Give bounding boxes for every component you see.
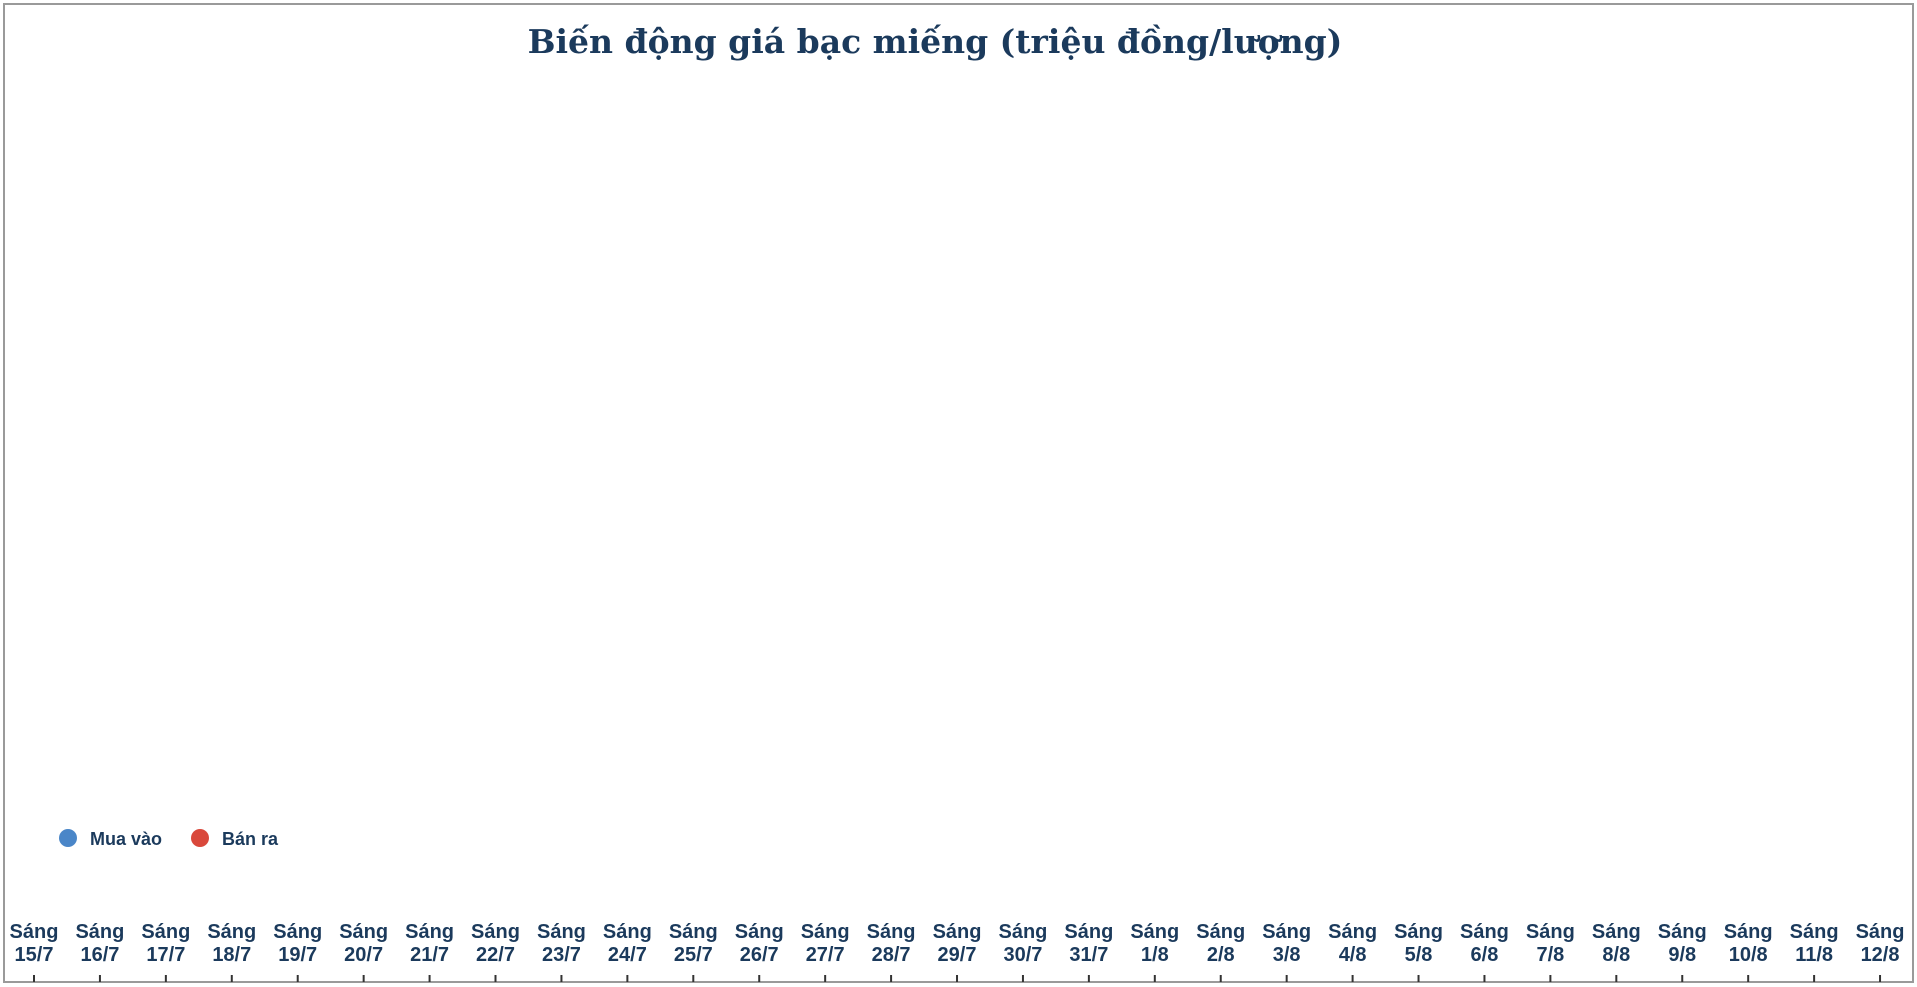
x-tick-label: Sáng 18/7 <box>207 921 256 966</box>
legend-marker-mua-vao <box>59 829 77 847</box>
x-tick-label: Sáng 23/7 <box>537 921 586 966</box>
legend-marker-ban-ra <box>191 829 209 847</box>
x-tick-label: Sáng 27/7 <box>801 921 850 966</box>
legend-label-mua-vao: Mua vào <box>90 829 162 849</box>
x-tick-label: Sáng 24/7 <box>603 921 652 966</box>
x-tick-label: Sáng 29/7 <box>933 921 982 966</box>
x-tick-label: Sáng 8/8 <box>1592 921 1641 966</box>
x-tick-label: Sáng 1/8 <box>1130 921 1179 966</box>
x-tick-label: Sáng 26/7 <box>735 921 784 966</box>
x-tick-label: Sáng 9/8 <box>1658 921 1707 966</box>
x-tick-label: Sáng 5/8 <box>1394 921 1443 966</box>
chart-title: Biến động giá bạc miếng (triệu đồng/lượn… <box>528 22 1343 61</box>
x-tick-label: Sáng 16/7 <box>75 921 124 966</box>
x-tick-label: Sáng 2/8 <box>1196 921 1245 966</box>
legend: Mua vào Bán ra <box>59 829 279 849</box>
x-tick-label: Sáng 28/7 <box>867 921 916 966</box>
x-tick-label: Sáng 25/7 <box>669 921 718 966</box>
x-tick-label: Sáng 12/8 <box>1856 921 1905 966</box>
x-axis: Sáng 15/7 Sáng 16/7 Sáng 17/7 Sáng 18/7 Sáng 19/7… <box>10 921 1905 966</box>
x-tick-label: Sáng 11/8 <box>1790 921 1839 966</box>
x-tick-label: Sáng 20/7 <box>339 921 388 966</box>
legend-label-ban-ra: Bán ra <box>222 829 279 849</box>
x-tick-label: Sáng 10/8 <box>1724 921 1773 966</box>
x-tick-label: Sáng 4/8 <box>1328 921 1377 966</box>
x-tick-label: Sáng 15/7 <box>10 921 59 966</box>
x-tick-label: Sáng 7/8 <box>1526 921 1575 966</box>
axis-ticks <box>33 975 1882 982</box>
x-tick-label: Sáng 19/7 <box>273 921 322 966</box>
x-tick-label: Sáng 6/8 <box>1460 921 1509 966</box>
x-tick-label: Sáng 21/7 <box>405 921 454 966</box>
x-tick-label: Sáng 30/7 <box>998 921 1047 966</box>
x-tick-label: Sáng 17/7 <box>141 921 190 966</box>
plot-frame <box>3 3 1914 983</box>
x-tick-label: Sáng 3/8 <box>1262 921 1311 966</box>
x-tick-label: Sáng 22/7 <box>471 921 520 966</box>
x-tick-label: Sáng 31/7 <box>1064 921 1113 966</box>
